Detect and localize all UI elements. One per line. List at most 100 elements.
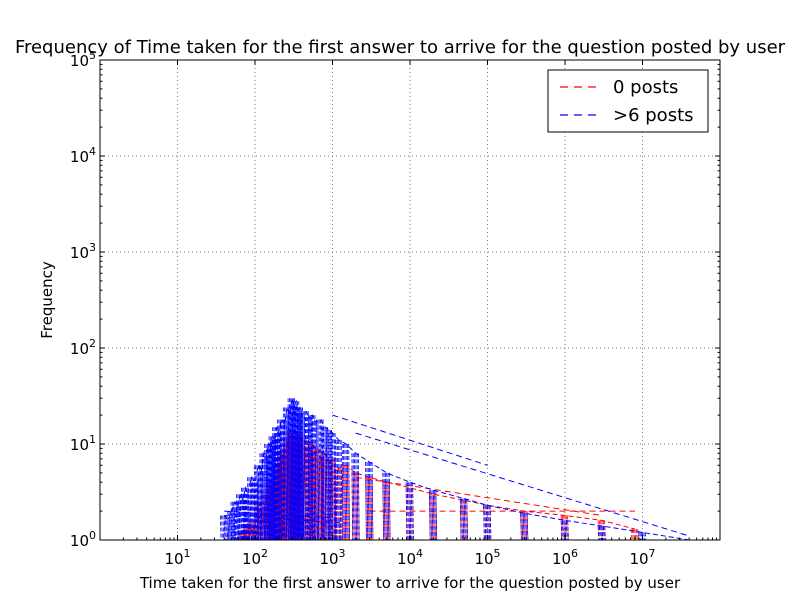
y-tick-label: 105	[70, 49, 96, 70]
series-6-plus-posts-sample	[253, 465, 256, 540]
x-tick-label: 101	[164, 547, 190, 568]
series-6-plus-posts-sample	[252, 477, 254, 540]
series-6-plus-posts-sample	[238, 500, 241, 540]
series-6-plus-posts-sample	[304, 417, 307, 540]
series-6-plus-posts-sample	[338, 439, 340, 540]
series-6-plus-posts-sample	[431, 490, 434, 540]
series-6-plus-posts-sample	[329, 429, 332, 540]
series-6-plus-posts-sample	[308, 415, 310, 540]
series-6-plus-posts-sample	[320, 419, 322, 540]
series-6-plus-posts-sample	[227, 511, 229, 540]
series-6-plus-posts-sample	[317, 421, 320, 540]
series-layer	[219, 398, 693, 540]
series-6-plus-posts-sample	[244, 487, 247, 540]
series-6-plus-posts-sample	[318, 419, 321, 540]
series-0-posts-sample	[604, 520, 606, 540]
series-6-plus-posts-sample	[520, 513, 522, 540]
series-6-plus-posts-sample	[463, 498, 466, 540]
series-6-plus-posts-sample	[345, 443, 348, 540]
series-6-plus-posts-sample	[316, 421, 318, 540]
series-6-plus-posts-sample	[238, 507, 241, 540]
series-6-plus-posts-sample	[244, 494, 247, 540]
series-6-plus-posts-sample	[300, 415, 302, 540]
series-6-plus-posts-sample	[223, 520, 226, 540]
series-6-plus-posts-sample	[236, 507, 238, 540]
series-6-plus-posts-sample	[298, 415, 301, 540]
series-0-posts-sample	[282, 439, 285, 540]
series-6-plus-posts-sample	[387, 472, 390, 540]
series-6-plus-posts-line	[223, 398, 690, 540]
series-0-posts-sample	[366, 477, 369, 540]
series-6-plus-posts-sample	[245, 494, 248, 540]
series-6-plus-posts-sample	[344, 443, 346, 540]
series-6-plus-posts-sample	[230, 501, 233, 540]
series-6-plus-posts-sample	[300, 407, 303, 540]
series-6-plus-posts-sample	[225, 520, 227, 540]
x-tick-label: 107	[629, 547, 655, 568]
series-6-plus-posts-sample	[351, 453, 354, 540]
series-6-plus-posts-sample	[382, 472, 384, 540]
series-6-plus-posts-sample	[644, 532, 647, 540]
series-6-plus-posts-sample	[301, 411, 303, 540]
series-6-plus-posts-sample	[262, 458, 264, 540]
series-6-plus-posts-outlier	[332, 414, 488, 466]
legend: 0 posts >6 posts	[547, 69, 709, 133]
grid-lines	[100, 60, 720, 540]
series-6-plus-posts-sample	[526, 513, 529, 540]
series-6-plus-posts-sample	[310, 417, 312, 540]
series-0-posts-sample	[310, 448, 312, 540]
series-6-plus-posts-sample	[230, 511, 232, 540]
series-6-plus-posts-sample	[295, 407, 298, 540]
series-6-plus-posts-sample	[565, 520, 568, 540]
series-6-plus-posts-sample	[567, 520, 569, 540]
axis-ticks: 101 102 103 104 105 106 107 100 101 102 103 104 105	[70, 49, 720, 568]
y-tick-label: 103	[70, 241, 96, 262]
series-6-plus-posts-sample	[323, 427, 325, 540]
series-6-plus-posts-sample	[293, 401, 295, 540]
y-tick-label: 100	[70, 529, 96, 550]
series-0-posts-sample	[602, 520, 605, 540]
series-6-plus-posts-sample	[269, 448, 271, 540]
series-0-posts-sample	[601, 520, 604, 540]
series-6-plus-posts-sample	[525, 513, 527, 540]
y-tick-label: 101	[70, 433, 96, 454]
series-6-plus-posts-sample	[317, 419, 320, 540]
series-6-plus-posts-sample	[313, 421, 316, 540]
series-6-plus-posts-sample	[273, 439, 275, 540]
series-6-plus-posts-sample	[640, 532, 643, 540]
series-6-plus-posts-sample	[242, 487, 244, 540]
series-6-plus-posts-sample	[604, 525, 606, 540]
series-0-posts-outlier	[355, 476, 603, 516]
series-6-plus-posts-sample	[280, 424, 282, 540]
series-0-posts-sample	[600, 520, 602, 540]
chart-title: Frequency of Time taken for the first an…	[15, 37, 786, 58]
series-6-plus-posts-sample	[292, 405, 294, 540]
series-6-plus-posts-sample	[284, 407, 286, 540]
series-6-plus-posts-sample	[271, 439, 274, 540]
series-6-plus-posts-sample	[296, 407, 299, 540]
series-6-plus-posts-sample	[388, 472, 391, 540]
series-6-plus-posts-sample	[322, 427, 324, 540]
series-6-plus-posts-sample	[524, 513, 526, 540]
series-0-posts-sample	[304, 448, 307, 540]
series-6-plus-posts-sample	[383, 472, 386, 540]
series-6-plus-posts-sample	[254, 482, 257, 540]
series-6-plus-posts-sample	[367, 461, 370, 540]
series-6-plus-posts-sample	[300, 411, 302, 540]
series-6-plus-posts-sample	[247, 477, 249, 540]
series-6-plus-posts-sample	[250, 482, 253, 540]
series-6-plus-posts-sample	[219, 515, 222, 540]
series-0-posts-sample	[634, 529, 637, 540]
series-6-plus-posts-sample	[600, 525, 602, 540]
series-6-plus-posts-sample	[461, 498, 463, 540]
series-6-plus-posts-sample	[266, 448, 269, 540]
series-6-plus-posts-sample	[314, 421, 317, 540]
series-6-plus-posts-sample	[271, 436, 273, 540]
x-tick-label: 106	[552, 547, 578, 568]
series-6-plus-posts-sample	[267, 448, 270, 540]
y-tick-label: 104	[70, 145, 96, 166]
series-6-plus-posts-sample	[296, 411, 298, 540]
series-6-plus-posts-sample	[222, 515, 225, 540]
series-6-plus-posts-sample	[265, 458, 268, 540]
